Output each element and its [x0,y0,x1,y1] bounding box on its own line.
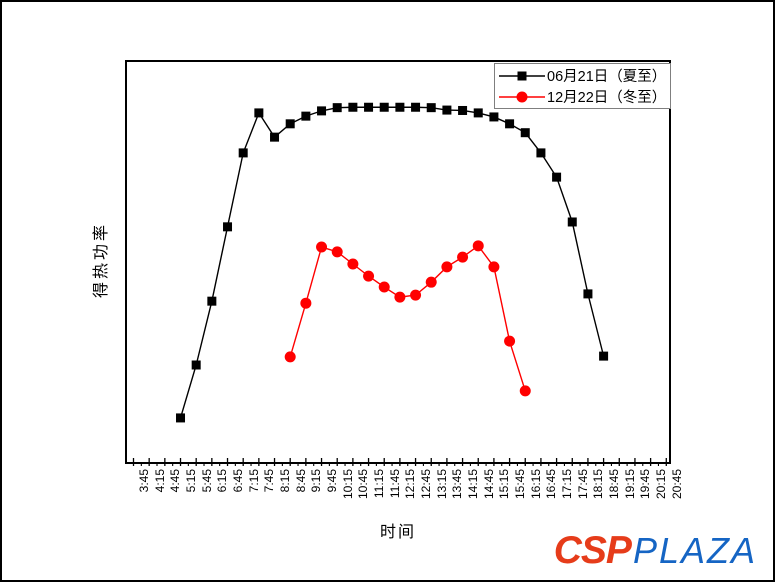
x-tick-label: 3:45 [137,469,151,493]
legend-label-winter: 12月22日（冬至） [547,90,667,106]
legend-item-winter-solstice: 12月22日（冬至） [497,86,668,107]
legend-swatch-circle-icon [499,91,545,102]
x-tick-label: 13:15 [434,469,449,500]
x-tick-label: 4:15 [152,469,167,493]
x-tick-label: 4:45 [168,469,183,493]
x-tick-label: 13:45 [450,469,465,500]
x-tick-label: 15:45 [513,469,528,500]
logo-plaza-text: PLAZA [632,530,757,571]
chart-plot-svg [132,102,667,466]
x-tick-label: 9:45 [325,469,340,493]
x-tick-label: 8:15 [278,469,293,493]
logo-csp-text: CSP [553,529,632,572]
x-tick-label: 10:45 [356,469,371,500]
x-tick-label: 6:15 [215,469,230,493]
x-tick-label: 14:45 [481,469,496,500]
x-tick-label: 10:15 [340,469,355,500]
x-tick-label: 9:15 [309,469,324,493]
x-tick-label: 5:45 [199,469,214,493]
x-tick-label: 14:15 [466,469,481,500]
x-tick-label: 15:15 [497,469,512,500]
x-tick-label: 5:15 [184,469,198,493]
x-tick-label: 16:15 [528,469,543,500]
legend: 06月21日（夏至） 12月22日（冬至） [494,63,671,109]
x-tick-label: 6:45 [231,469,246,493]
x-tick-label: 7:15 [246,469,261,493]
x-axis-label: 时间 [379,524,417,541]
legend-item-summer-solstice: 06月21日（夏至） [497,65,668,86]
x-tick-label: 12:45 [419,469,434,500]
x-tick-label: 7:45 [262,469,277,493]
csp-plaza-logo: CSPPLAZA [553,529,757,580]
plot-area [125,60,671,466]
y-axis-label: 得热功率 [93,221,110,299]
legend-swatch-square-icon [499,71,545,80]
legend-label-summer: 06月21日（夏至） [547,69,667,85]
x-tick-label: 8:45 [293,469,308,493]
